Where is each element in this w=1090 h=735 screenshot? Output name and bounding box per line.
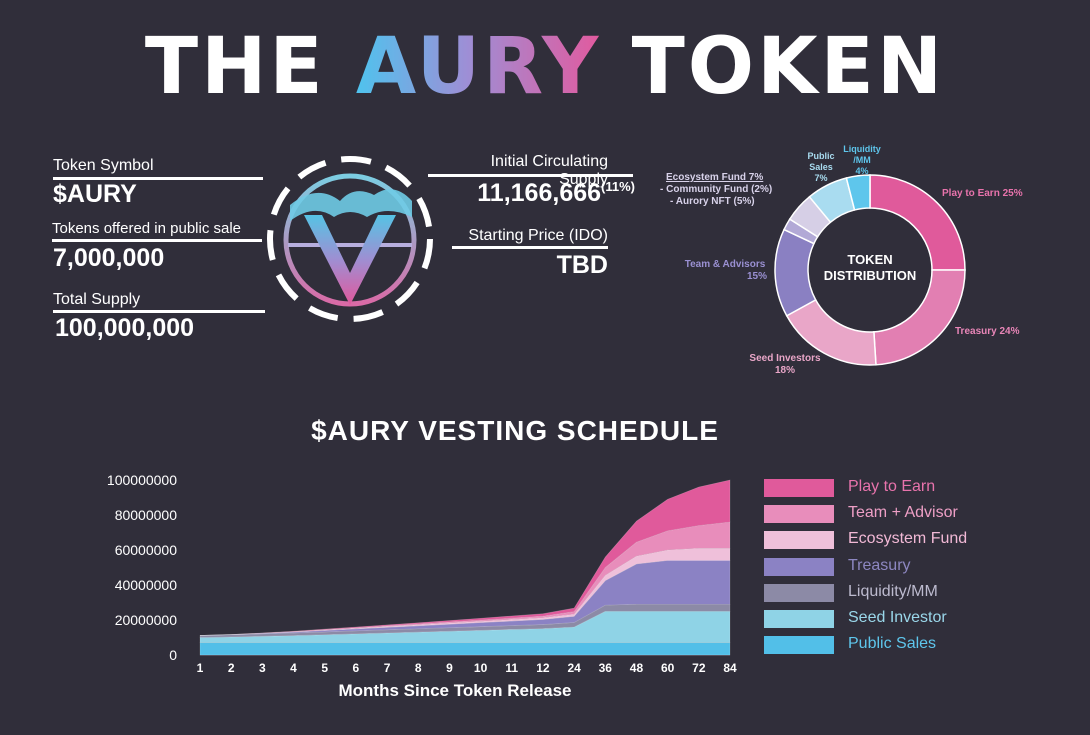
team-label-line2: 15%: [746, 271, 767, 282]
x-tick-label: 9: [446, 661, 453, 675]
liquidity-label-line1: Liquidity: [843, 144, 881, 154]
public-sale-label: Tokens offered in public sale: [52, 220, 242, 237]
divider-line: [52, 239, 262, 242]
total-supply-value: 100,000,000: [55, 314, 195, 342]
title-highlight: AURY: [355, 22, 602, 112]
legend-swatch: [764, 531, 834, 550]
total-supply-label: Total Supply: [53, 291, 141, 308]
logo-wing-shape: [290, 189, 412, 221]
title-prefix: THE: [144, 22, 356, 112]
circulating-number: 11,166,666: [477, 179, 602, 207]
legend-swatch: [764, 610, 834, 628]
circulating-supply-value: 11,166,666(11%): [430, 179, 635, 208]
x-tick-label: 84: [723, 661, 737, 675]
legend-label: Seed Investor: [848, 609, 947, 626]
donut-center-label: TOKEN DISTRIBUTION: [818, 252, 922, 284]
slice-label-treasury: Treasury 24%: [955, 326, 1020, 337]
y-tick-label: 20000000: [115, 612, 178, 628]
team-label-line1: Team & Advisors: [684, 259, 766, 270]
ecosystem-group-line2: - Aurory NFT (5%): [670, 196, 755, 207]
y-tick-label: 80000000: [115, 507, 178, 523]
x-tick-label: 48: [630, 661, 644, 675]
x-tick-label: 11: [505, 661, 518, 675]
x-tick-label: 60: [661, 661, 675, 675]
logo-v-shape: [304, 215, 396, 305]
y-tick-label: 60000000: [115, 542, 178, 558]
donut-slice-liquidity-mm-4: [845, 174, 871, 211]
donut-slice-treasury-24: [873, 269, 966, 366]
legend-swatch: [764, 583, 834, 602]
ecosystem-fund-group-label: Ecosystem Fund 7% - Community Fund (2%) …: [660, 172, 780, 208]
title-suffix: TOKEN: [601, 22, 946, 112]
public-label-line1: Public: [807, 151, 835, 161]
x-tick-label: 12: [536, 661, 550, 675]
legend-label: Play to Earn: [848, 478, 936, 495]
slice-label-play-to-earn: Play to Earn 25%: [942, 188, 1023, 199]
x-tick-label: 8: [415, 661, 422, 675]
slice-label-liquidity: Liquidity /MM 4%: [840, 144, 884, 177]
public-sale-value: 7,000,000: [53, 244, 165, 272]
token-distribution-donut: [774, 174, 966, 366]
seed-label-line2: 18%: [774, 365, 795, 376]
x-tick-label: 1: [197, 661, 204, 675]
aury-logo-icon: [267, 156, 433, 322]
slice-label-team-advisors: Team & Advisors 15%: [675, 259, 775, 283]
legend-label: Public Sales: [848, 635, 937, 653]
logo-bar: [288, 243, 412, 247]
x-tick-label: 24: [567, 661, 581, 675]
slice-label-seed-investors: Seed Investors 18%: [740, 353, 830, 377]
legend-swatch: [764, 636, 834, 655]
x-tick-label: 36: [599, 661, 613, 675]
starting-price-label: Starting Price (IDO): [468, 227, 608, 244]
x-tick-label: 7: [384, 661, 391, 675]
public-label-line2: Sales: [809, 162, 833, 172]
circulating-percent: (11%): [601, 179, 635, 194]
legend-swatch: [764, 479, 834, 497]
slice-label-public-sales: Public Sales 7%: [801, 151, 841, 184]
logo-dashed-ring: [267, 156, 433, 322]
token-symbol-value: $AURY: [53, 180, 137, 208]
y-tick-label: 40000000: [115, 577, 178, 593]
donut-center-line1: TOKEN: [847, 252, 893, 267]
x-tick-label: 4: [290, 661, 297, 675]
divider-line: [452, 246, 608, 249]
legend-label: Team + Advisor: [848, 504, 958, 522]
x-tick-label: 72: [692, 661, 706, 675]
liquidity-label-line3: 4%: [855, 166, 869, 176]
x-tick-label: 2: [228, 661, 235, 675]
legend-label: Ecosystem Fund: [848, 530, 968, 548]
divider-line: [53, 310, 265, 313]
donut-center-line2: DISTRIBUTION: [823, 268, 917, 283]
vesting-area-chart: 0 20000000 40000000 60000000 80000000 1000000…: [107, 472, 737, 700]
page-title: THE AURY TOKEN: [0, 22, 1090, 112]
ecosystem-group-line1: - Community Fund (2%): [660, 184, 773, 195]
y-tick-label: 0: [169, 647, 177, 663]
ecosystem-group-title: Ecosystem Fund 7%: [666, 172, 764, 183]
legend-swatch: [764, 557, 834, 576]
y-tick-label: 100000000: [107, 472, 177, 488]
legend-label: Treasury: [848, 556, 911, 574]
seed-label-line1: Seed Investors: [749, 353, 821, 364]
donut-slice-team-advisors-15: [774, 228, 817, 317]
area-series-play-to-earn: [199, 479, 731, 636]
divider-line: [428, 174, 633, 177]
liquidity-label-line2: /MM: [853, 155, 871, 165]
token-symbol-label: Token Symbol: [53, 157, 154, 174]
x-tick-label: 6: [353, 661, 360, 675]
x-tick-label: 10: [474, 661, 488, 675]
legend-swatch: [764, 505, 834, 524]
area-series-ecosystem-fund: [199, 547, 731, 636]
starting-price-value: TBD: [556, 251, 608, 279]
area-series-public-sales: [199, 642, 731, 656]
divider-line: [53, 177, 263, 180]
vesting-chart-title: $AURY VESTING SCHEDULE: [311, 415, 719, 446]
x-tick-label: 5: [321, 661, 328, 675]
x-axis-label: Months Since Token Release: [338, 681, 571, 700]
legend-label: Liquidity/MM: [848, 582, 938, 600]
public-label-line3: 7%: [814, 173, 828, 183]
x-tick-label: 3: [259, 661, 266, 675]
